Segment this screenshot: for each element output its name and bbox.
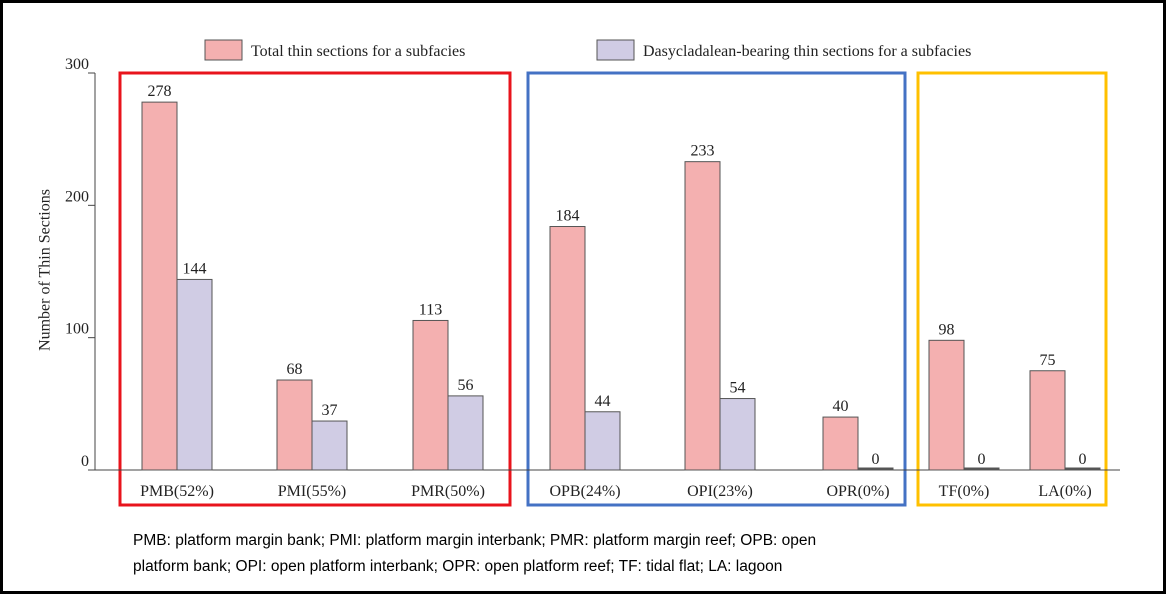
data-label: 184 <box>556 208 580 225</box>
x-tick-label: OPR(0%) <box>826 483 889 500</box>
bar <box>963 467 1000 471</box>
data-label: 56 <box>458 377 474 394</box>
data-label: 40 <box>833 398 849 415</box>
data-label: 37 <box>322 402 338 419</box>
bar <box>719 398 756 471</box>
bar <box>1029 370 1066 471</box>
bar <box>176 278 213 471</box>
bar <box>311 420 348 471</box>
legend-label: Dasycladalean-bearing thin sections for … <box>643 43 971 60</box>
bar <box>928 339 965 471</box>
legend-swatch <box>204 39 243 61</box>
data-label: 113 <box>419 301 442 318</box>
x-tick-label: PMB(52%) <box>140 483 214 500</box>
x-tick-label: OPI(23%) <box>687 483 753 500</box>
bar <box>549 226 586 471</box>
y-axis-label: Number of Thin Sections <box>37 189 54 351</box>
bar <box>412 319 449 471</box>
x-tick-label: LA(0%) <box>1038 483 1091 500</box>
bar <box>684 161 721 471</box>
y-tick-label: 100 <box>65 321 89 338</box>
x-tick-label: PMR(50%) <box>411 483 485 500</box>
bar <box>276 379 313 471</box>
footnote: platform bank; OPI: open platform interb… <box>133 558 782 575</box>
group-box <box>526 71 907 507</box>
x-tick-label: PMI(55%) <box>278 483 346 500</box>
data-label: 54 <box>730 380 746 397</box>
bar <box>447 395 484 471</box>
group-box <box>118 71 512 507</box>
data-label: 98 <box>939 321 955 338</box>
data-label: 278 <box>148 83 172 100</box>
bar <box>822 416 859 471</box>
data-label: 0 <box>978 451 986 468</box>
y-tick-label: 300 <box>65 56 89 73</box>
data-label: 68 <box>287 361 303 378</box>
y-tick-label: 0 <box>81 453 89 470</box>
y-tick-label: 200 <box>65 188 89 205</box>
x-tick-label: TF(0%) <box>939 483 990 500</box>
data-label: 44 <box>595 393 611 410</box>
x-tick-label: OPB(24%) <box>549 483 620 500</box>
bar <box>141 101 178 471</box>
data-label: 75 <box>1040 352 1056 369</box>
legend-label: Total thin sections for a subfacies <box>251 43 465 60</box>
bar <box>857 467 894 471</box>
data-label: 0 <box>872 451 880 468</box>
group-box <box>916 71 1108 507</box>
data-label: 233 <box>691 143 715 160</box>
bar <box>584 411 621 471</box>
bar <box>1064 467 1101 471</box>
data-label: 0 <box>1079 451 1087 468</box>
footnote: PMB: platform margin bank; PMI: platform… <box>133 532 816 549</box>
data-label: 144 <box>183 260 207 277</box>
legend-swatch <box>596 39 635 61</box>
